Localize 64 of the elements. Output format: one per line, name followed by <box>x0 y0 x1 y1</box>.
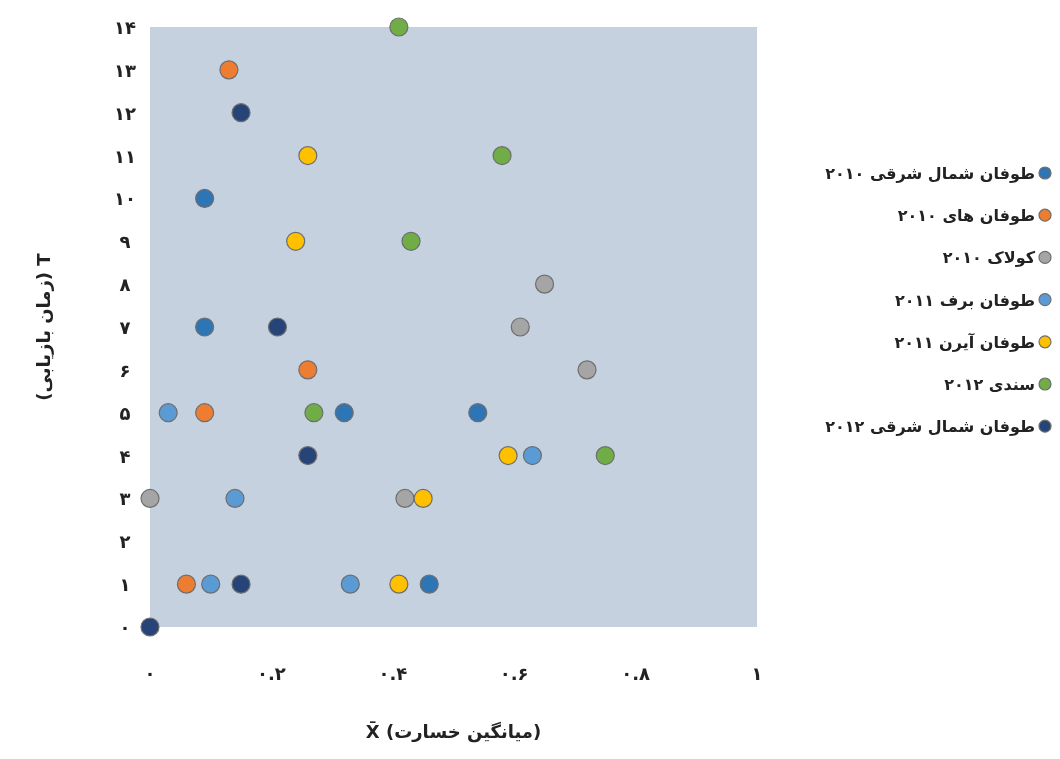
point <box>298 360 318 380</box>
point <box>413 488 433 509</box>
point <box>395 488 415 509</box>
point <box>492 145 512 166</box>
point <box>468 403 488 423</box>
point <box>140 488 160 509</box>
y-tick-label: ۲ <box>119 531 131 553</box>
point <box>195 403 215 423</box>
y-tick-label: ۱۰ <box>114 188 136 210</box>
point <box>225 488 245 509</box>
y-tick-label: ۹ <box>119 231 131 253</box>
legend-label: طوفان شمال شرقی ۲۰۱۲ <box>825 417 1035 437</box>
legend-label: طوفان شمال شرقی ۲۰۱۰ <box>825 164 1035 183</box>
y-tick-label: ۶ <box>119 359 131 381</box>
legend-label: طوفان برف ۲۰۱۱ <box>895 290 1035 310</box>
point <box>267 317 288 337</box>
point <box>298 445 318 466</box>
y-tick-label: ۸ <box>119 274 131 296</box>
point <box>219 60 239 80</box>
legend-label: طوفان آیرن ۲۰۱۱ <box>894 331 1035 352</box>
point <box>158 403 178 423</box>
point <box>298 145 318 166</box>
x-tick-label: ۰.۶ <box>499 663 529 684</box>
x-axis-title: X̄ (میانگین خسارت) <box>365 720 542 743</box>
point <box>595 445 615 466</box>
y-tick-label: ۷ <box>119 317 131 338</box>
y-tick-label: ۱۱ <box>114 145 136 167</box>
y-tick-label: ۱۲ <box>114 102 136 124</box>
point <box>498 445 518 466</box>
point <box>577 360 597 380</box>
x-tick-label: ۰ <box>144 663 156 684</box>
y-axis-title: T (زمان بازیابی) <box>33 252 54 401</box>
point <box>304 403 324 423</box>
y-tick-label: ۱۴ <box>114 17 136 38</box>
point <box>176 574 197 594</box>
point <box>231 103 251 123</box>
x-tick-label: ۰.۴ <box>378 663 408 684</box>
point <box>195 188 215 209</box>
point <box>419 574 439 594</box>
point <box>510 317 530 337</box>
point <box>286 231 306 251</box>
legend-label: سندی ۲۰۱۲ <box>944 375 1035 394</box>
legend-label: کولاک ۲۰۱۰ <box>942 248 1036 268</box>
y-tick-label: ۵ <box>119 402 131 424</box>
legend-label: طوفان های ۲۰۱۰ <box>897 206 1035 226</box>
x-tick-label: ۰.۲ <box>256 663 286 684</box>
point <box>195 317 215 337</box>
point <box>340 574 360 594</box>
y-tick-label: ۱ <box>119 574 131 596</box>
x-tick-label: ۱ <box>751 663 763 684</box>
point <box>389 17 409 37</box>
y-tick-label: ۱۳ <box>114 59 136 81</box>
y-tick-label: ۴ <box>119 445 131 467</box>
x-tick-label: ۰.۸ <box>621 663 651 684</box>
y-tick-label: ۳ <box>119 488 131 510</box>
point <box>231 574 251 594</box>
point <box>201 574 221 594</box>
point <box>522 445 543 466</box>
point <box>140 617 160 637</box>
point <box>401 231 421 251</box>
point <box>334 403 354 423</box>
point <box>534 274 555 294</box>
point <box>389 574 409 594</box>
y-tick-label: ۰ <box>119 617 131 638</box>
